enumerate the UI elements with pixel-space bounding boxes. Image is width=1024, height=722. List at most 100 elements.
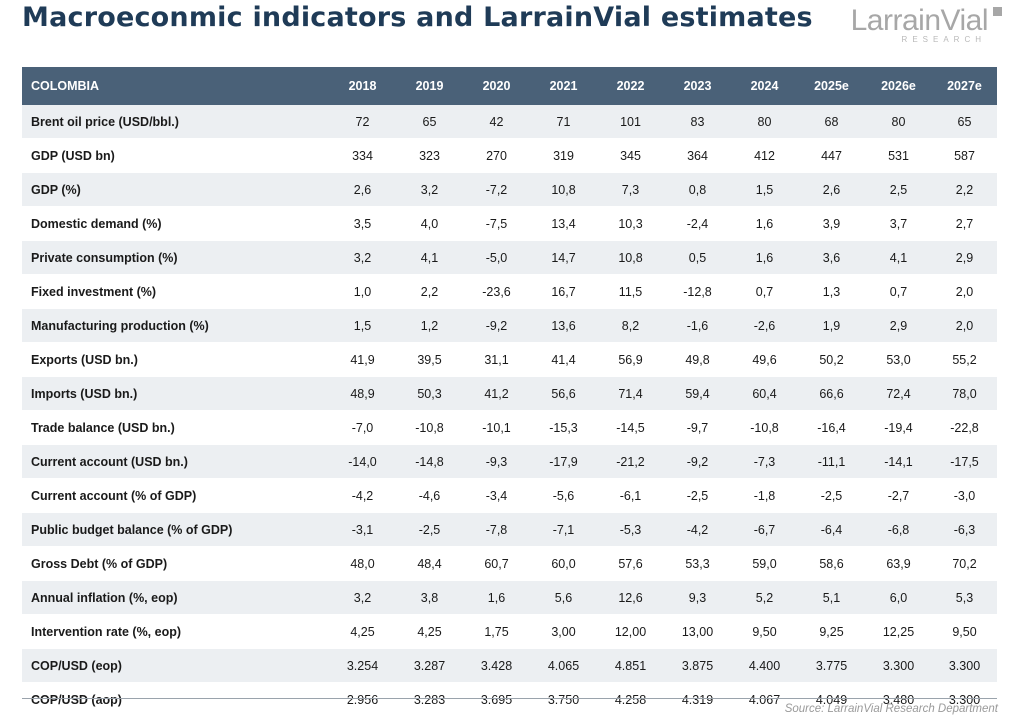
indicator-value: 7,3 bbox=[597, 172, 664, 207]
logo-square-icon bbox=[993, 7, 1002, 16]
table-row: Manufacturing production (%) 1,5 1,2 -9,2 13… bbox=[22, 308, 997, 343]
indicator-value: 2,7 bbox=[932, 206, 997, 241]
indicator-value: 80 bbox=[865, 105, 932, 139]
indicator-value: 58,6 bbox=[798, 546, 865, 581]
indicator-value: -23,6 bbox=[463, 274, 530, 309]
indicator-value: 4.319 bbox=[664, 682, 731, 717]
year-header: 2022 bbox=[597, 67, 664, 105]
indicator-value: 531 bbox=[865, 138, 932, 173]
year-header: 2021 bbox=[530, 67, 597, 105]
indicator-value: 5,6 bbox=[530, 580, 597, 615]
indicator-value: 2,0 bbox=[932, 308, 997, 343]
indicator-value: 412 bbox=[731, 138, 798, 173]
indicator-value: 13,4 bbox=[530, 206, 597, 241]
indicator-value: 0,7 bbox=[731, 274, 798, 309]
indicator-value: 65 bbox=[396, 105, 463, 139]
indicator-value: 49,6 bbox=[731, 342, 798, 377]
indicator-value: 3.254 bbox=[329, 648, 396, 683]
indicator-value: 60,7 bbox=[463, 546, 530, 581]
indicator-value: -2,5 bbox=[664, 478, 731, 513]
indicator-value: 0,8 bbox=[664, 172, 731, 207]
indicator-label: GDP (USD bn) bbox=[22, 138, 329, 173]
indicator-value: 1,6 bbox=[731, 240, 798, 275]
indicator-value: 50,3 bbox=[396, 376, 463, 411]
indicator-value: 6,0 bbox=[865, 580, 932, 615]
indicator-value: 3.695 bbox=[463, 682, 530, 717]
indicator-value: -7,5 bbox=[463, 206, 530, 241]
indicator-value: 2,6 bbox=[798, 172, 865, 207]
indicator-value: 2,2 bbox=[396, 274, 463, 309]
indicator-label: Trade balance (USD bn.) bbox=[22, 410, 329, 445]
indicator-label: Public budget balance (% of GDP) bbox=[22, 512, 329, 547]
indicator-value: -6,7 bbox=[731, 512, 798, 547]
table-row: Imports (USD bn.) 48,9 50,3 41,2 56,6 71,4 59,… bbox=[22, 376, 997, 411]
indicator-value: 53,0 bbox=[865, 342, 932, 377]
indicator-value: 78,0 bbox=[932, 376, 997, 411]
indicator-value: 4,1 bbox=[396, 240, 463, 275]
year-header: 2026e bbox=[865, 67, 932, 105]
indicator-value: 0,7 bbox=[865, 274, 932, 309]
indicator-value: 14,7 bbox=[530, 240, 597, 275]
indicator-value: 48,9 bbox=[329, 376, 396, 411]
table-bottom-rule bbox=[22, 698, 997, 699]
indicator-label: Annual inflation (%, eop) bbox=[22, 580, 329, 615]
table-row: Domestic demand (%) 3,5 4,0 -7,5 13,4 10,3 -2,… bbox=[22, 206, 997, 241]
indicator-value: 1,6 bbox=[731, 206, 798, 241]
indicator-value: 63,9 bbox=[865, 546, 932, 581]
indicator-label: Fixed investment (%) bbox=[22, 274, 329, 309]
indicator-value: 3,9 bbox=[798, 206, 865, 241]
indicator-value: -3,4 bbox=[463, 478, 530, 513]
indicator-label: Private consumption (%) bbox=[22, 240, 329, 275]
indicator-value: -6,8 bbox=[865, 512, 932, 547]
indicator-value: 83 bbox=[664, 105, 731, 139]
indicator-value: 5,1 bbox=[798, 580, 865, 615]
indicator-label: Domestic demand (%) bbox=[22, 206, 329, 241]
table-row: Gross Debt (% of GDP) 48,0 48,4 60,7 60,0 57,… bbox=[22, 546, 997, 581]
indicator-value: 3,5 bbox=[329, 206, 396, 241]
indicator-value: 2,9 bbox=[865, 308, 932, 343]
indicator-value: 3.300 bbox=[865, 648, 932, 683]
page-title: Macroeconmic indicators and LarrainVial … bbox=[22, 2, 813, 33]
indicator-value: 4,0 bbox=[396, 206, 463, 241]
indicator-value: 3,8 bbox=[396, 580, 463, 615]
indicator-value: 10,8 bbox=[597, 240, 664, 275]
year-header: 2020 bbox=[463, 67, 530, 105]
indicator-value: -4,2 bbox=[329, 478, 396, 513]
indicator-label: Current account (% of GDP) bbox=[22, 478, 329, 513]
indicator-value: 3.875 bbox=[664, 648, 731, 683]
indicator-value: 55,2 bbox=[932, 342, 997, 377]
indicator-value: -6,3 bbox=[932, 512, 997, 547]
indicator-value: 270 bbox=[463, 138, 530, 173]
indicator-value: -11,1 bbox=[798, 444, 865, 479]
year-header: 2023 bbox=[664, 67, 731, 105]
indicator-value: 50,2 bbox=[798, 342, 865, 377]
indicator-value: 5,3 bbox=[932, 580, 997, 615]
indicator-value: -14,5 bbox=[597, 410, 664, 445]
table-body: Brent oil price (USD/bbl.) 72 65 42 71 101 83 8… bbox=[22, 105, 997, 717]
indicator-value: 2.956 bbox=[329, 682, 396, 717]
table-row: Trade balance (USD bn.) -7,0 -10,8 -10,1 -15… bbox=[22, 410, 997, 445]
indicator-value: 56,6 bbox=[530, 376, 597, 411]
indicator-value: 1,75 bbox=[463, 614, 530, 649]
table-row: Exports (USD bn.) 41,9 39,5 31,1 41,4 56,9 49,… bbox=[22, 342, 997, 377]
indicator-value: 60,0 bbox=[530, 546, 597, 581]
indicator-value: 319 bbox=[530, 138, 597, 173]
indicator-value: -15,3 bbox=[530, 410, 597, 445]
indicator-value: -14,1 bbox=[865, 444, 932, 479]
indicator-label: Gross Debt (% of GDP) bbox=[22, 546, 329, 581]
indicator-value: -7,0 bbox=[329, 410, 396, 445]
indicator-value: 65 bbox=[932, 105, 997, 139]
indicator-value: 2,5 bbox=[865, 172, 932, 207]
indicator-value: 4.851 bbox=[597, 648, 664, 683]
indicator-value: 3.283 bbox=[396, 682, 463, 717]
indicator-value: 12,00 bbox=[597, 614, 664, 649]
indicator-value: -16,4 bbox=[798, 410, 865, 445]
indicator-value: 9,50 bbox=[731, 614, 798, 649]
indicator-value: 59,0 bbox=[731, 546, 798, 581]
indicator-value: 48,4 bbox=[396, 546, 463, 581]
indicator-label: GDP (%) bbox=[22, 172, 329, 207]
indicator-label: Intervention rate (%, eop) bbox=[22, 614, 329, 649]
indicator-value: 48,0 bbox=[329, 546, 396, 581]
table-row: Public budget balance (% of GDP) -3,1 -2,5… bbox=[22, 512, 997, 547]
table-row: Current account (% of GDP) -4,2 -4,6 -3,4 -5… bbox=[22, 478, 997, 513]
